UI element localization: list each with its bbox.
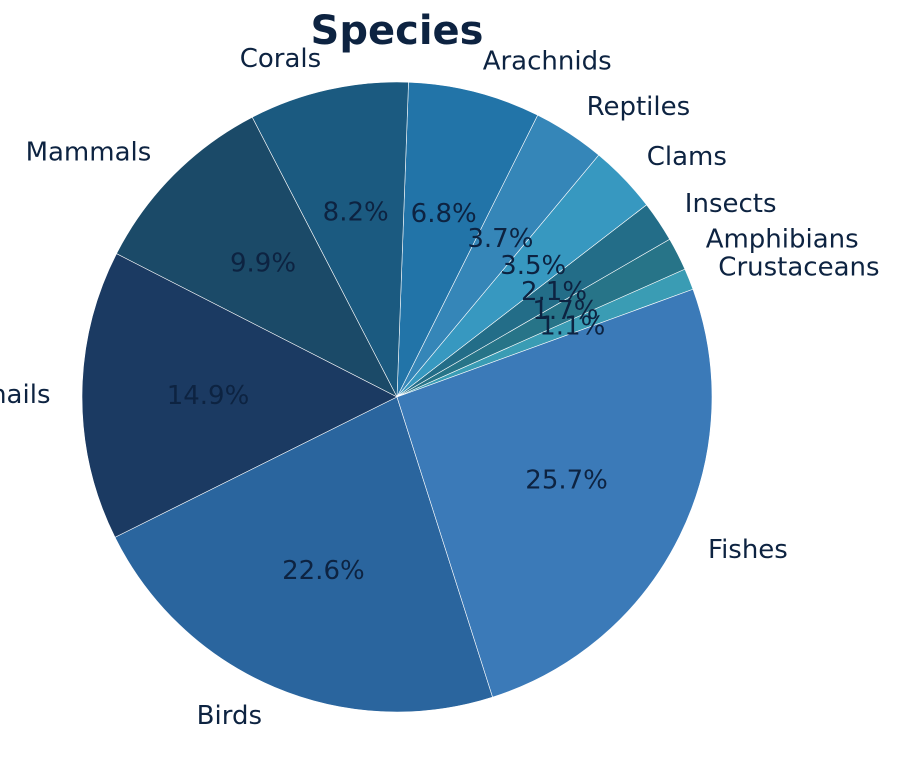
slice-percent-insects: 2.1%: [521, 277, 587, 307]
slice-percent-snails: 14.9%: [167, 381, 250, 411]
slice-label-mammals: Mammals: [26, 138, 152, 168]
slice-label-snails: Snails: [0, 380, 51, 410]
slice-label-fishes: Fishes: [708, 535, 788, 565]
slice-percent-amphibians: 1.7%: [532, 296, 598, 326]
slice-percent-mammals: 9.9%: [230, 249, 296, 279]
slice-label-amphibians: Amphibians: [706, 225, 859, 255]
slice-label-crustaceans: Crustaceans: [718, 252, 879, 282]
slice-label-reptiles: Reptiles: [587, 92, 691, 122]
pie-labels: Crustaceans 1.1% Amphibians 1.7% Insects 2.1%…: [0, 44, 880, 731]
slice-percent-fishes: 25.7%: [525, 465, 608, 495]
pie-slice-mammals: [116, 116, 398, 398]
slice-label-insects: Insects: [685, 189, 777, 219]
chart-title: Species: [311, 8, 484, 54]
slice-percent-corals: 8.2%: [323, 198, 389, 228]
slice-percent-arachnids: 6.8%: [411, 199, 477, 229]
slice-label-corals: Corals: [240, 44, 321, 74]
pie-slices: [81, 81, 713, 713]
pie-slice-arachnids: [396, 81, 539, 398]
slice-percent-clams: 3.5%: [500, 251, 566, 281]
slice-label-arachnids: Arachnids: [483, 46, 612, 76]
slice-label-clams: Clams: [647, 142, 727, 172]
pie-slice-corals: [251, 81, 409, 399]
slice-percent-crustaceans: 1.1%: [539, 311, 605, 341]
pie-slice-fishes: [396, 288, 713, 698]
pie-slice-birds: [114, 396, 493, 713]
slice-percent-birds: 22.6%: [282, 556, 365, 586]
slice-percent-reptiles: 3.7%: [467, 224, 533, 254]
slice-label-birds: Birds: [197, 701, 262, 731]
pie-slice-snails: [81, 253, 398, 538]
